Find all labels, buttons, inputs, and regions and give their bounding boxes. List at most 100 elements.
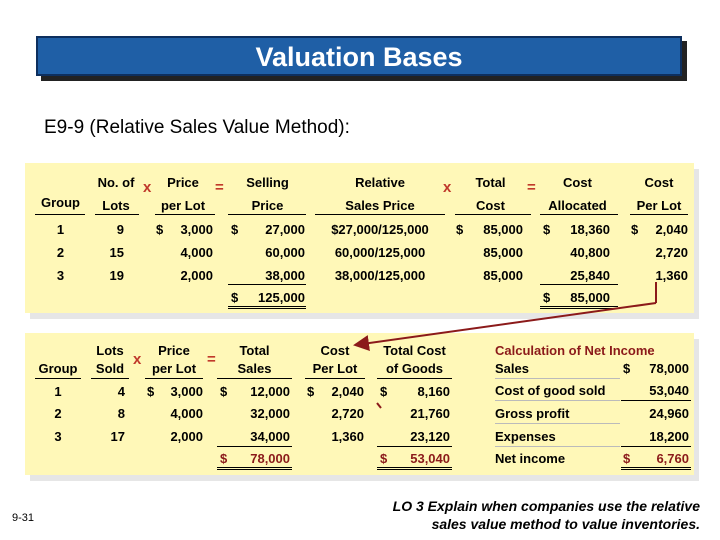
net-income-value: 24,960 (649, 406, 689, 421)
table-cell: 2,040 (331, 384, 364, 399)
table-cell: $ (231, 222, 239, 237)
subtotal-rule (621, 400, 691, 401)
col-cost-allocated-header-top: Cost (563, 175, 592, 190)
table-cell: $ (456, 222, 464, 237)
net-income-value: 53,040 (649, 383, 689, 398)
table-cell: 85,000 (483, 222, 523, 237)
table-cell: 23,120 (410, 429, 450, 444)
net-income-value: 78,000 (649, 361, 689, 376)
col-lots-header-top: Lots (96, 343, 124, 358)
table-cell: 1,360 (655, 268, 688, 283)
header-underline (540, 214, 618, 215)
table-cell: 9 (116, 222, 124, 237)
equals-operator: = (527, 179, 536, 196)
col-goods-header-top: Total Cost (383, 343, 446, 358)
net-income-label: Gross profit (495, 406, 570, 421)
total-double-rule (228, 306, 306, 309)
table-cell: 38,000 (265, 268, 305, 283)
table-cell: 34,000 (250, 429, 290, 444)
total-cell: $ (380, 451, 388, 466)
table-cell: 25,840 (570, 268, 610, 283)
table-cell: 2,000 (180, 268, 213, 283)
table-cell: $ (631, 222, 639, 237)
table-cell: 2,720 (331, 406, 364, 421)
equals-operator: = (215, 179, 224, 196)
table-cell: 2 (54, 406, 62, 421)
total-double-rule (217, 467, 292, 470)
table-cell: 19 (109, 268, 124, 283)
total-cell: 125,000 (258, 290, 305, 305)
col-lots-header: Sold (95, 361, 125, 376)
table-cell: 27,000 (265, 222, 305, 237)
total-rule (540, 284, 618, 285)
header-underline (145, 378, 203, 379)
col-total-cost-header-top: Total (475, 175, 506, 190)
col-selling-header: Price (251, 198, 284, 213)
table-cell: 1 (56, 222, 65, 237)
header-underline (155, 214, 215, 215)
table-cell: 21,760 (410, 406, 450, 421)
col-group-header: Group (38, 361, 78, 376)
sales-table-panel: Group Lots Sold Price per Lot Total Sale… (25, 333, 694, 475)
table-cell: 4,000 (170, 406, 203, 421)
total-cell: 85,000 (570, 290, 610, 305)
col-cost-header-top: Cost (320, 343, 350, 358)
net-income-value: 6,760 (656, 451, 689, 466)
header-underline (630, 214, 688, 215)
table-cell: $ (543, 222, 551, 237)
col-cost-allocated-header: Allocated (548, 198, 607, 213)
header-underline (315, 214, 445, 215)
table-cell: 15 (109, 245, 124, 260)
table-cell: 60,000 (265, 245, 305, 260)
subtotal-rule (621, 446, 691, 447)
header-underline (217, 378, 292, 379)
header-underline (455, 214, 531, 215)
table-cell: 3 (56, 268, 65, 283)
table-cell: 2,040 (655, 222, 688, 237)
col-goods-header: of Goods (385, 361, 444, 376)
total-rule (228, 284, 306, 285)
col-cost-per-lot-header-top: Cost (644, 175, 674, 190)
net-income-dollar: $ (623, 451, 631, 466)
total-cell: $ (231, 290, 239, 305)
col-price-header: per Lot (151, 361, 197, 376)
table-cell: 8 (117, 406, 125, 421)
col-sales-header-top: Total (239, 343, 270, 358)
table-cell: 18,360 (570, 222, 610, 237)
table-cell: 2,720 (655, 245, 688, 260)
multiply-operator: x (143, 179, 152, 196)
learning-objective: LO 3 Explain when companies use the rela… (330, 497, 700, 533)
table-cell: 4,000 (180, 245, 213, 260)
net-income-label: Sales (495, 361, 529, 376)
table-cell: 85,000 (483, 245, 523, 260)
header-underline (377, 378, 452, 379)
col-price-header: per Lot (160, 198, 206, 213)
table-cell: 1,360 (331, 429, 364, 444)
total-rule (217, 446, 292, 447)
total-rule (377, 446, 452, 447)
col-relative-header-top: Relative (355, 175, 405, 190)
table-cell: 32,000 (250, 406, 290, 421)
table-cell: 2,000 (170, 429, 203, 444)
table-cell: 85,000 (483, 268, 523, 283)
net-income-label: Expenses (495, 429, 556, 444)
table-cell: $ (380, 384, 388, 399)
total-cell: $ (220, 451, 228, 466)
net-income-value: 18,200 (649, 429, 689, 444)
table-cell: 3,000 (170, 384, 203, 399)
header-underline (35, 214, 85, 215)
col-relative-header: Sales Price (345, 198, 415, 213)
slide-subtitle: E9-9 (Relative Sales Value Method): (44, 117, 350, 138)
col-group-header: Group (41, 195, 80, 210)
table-cell: 1 (54, 384, 62, 399)
slide-title: Valuation Bases (255, 42, 463, 72)
table-cell: 8,160 (417, 384, 450, 399)
net-income-title: Calculation of Net Income (495, 343, 655, 358)
row-rule (495, 423, 620, 424)
net-income-label: Cost of good sold (495, 383, 606, 398)
multiply-operator: x (443, 179, 452, 196)
total-double-rule (377, 467, 452, 470)
net-income-label: Net income (495, 451, 566, 466)
table-cell: 3 (54, 429, 62, 444)
table-cell: 2 (56, 245, 65, 260)
